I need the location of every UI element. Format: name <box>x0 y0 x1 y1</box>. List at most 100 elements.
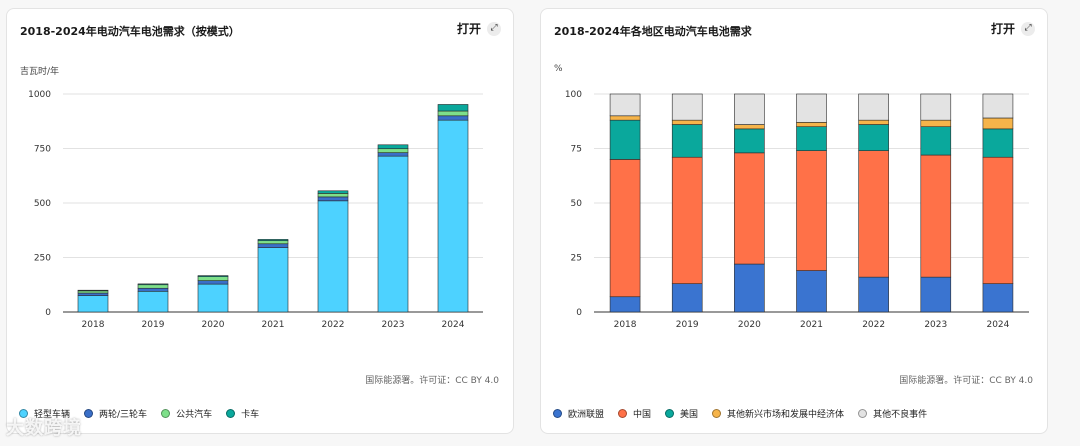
x-tick-label: 2019 <box>676 320 699 330</box>
bar-segment-2018-4[interactable] <box>609 93 641 117</box>
bar-segment-2018-3[interactable] <box>609 115 641 121</box>
bar-segment-2023-4[interactable] <box>920 93 952 121</box>
bar-segment-2019-4[interactable] <box>671 93 703 121</box>
bar-segment-2022-2[interactable] <box>858 124 889 151</box>
bar-segment-2024-0[interactable] <box>437 119 469 313</box>
legend-item[interactable]: 其他不良事件 <box>858 407 927 420</box>
open-button[interactable]: 打开 ⤢ <box>991 20 1035 37</box>
bar-segment-2023-3[interactable] <box>377 144 409 150</box>
bar-segment-2019-2[interactable] <box>137 284 169 289</box>
bar-segment-2023-2[interactable] <box>377 148 409 153</box>
legend-item[interactable]: 欧洲联盟 <box>553 407 604 420</box>
bar-segment-2022-1[interactable] <box>317 196 349 202</box>
source-credit: 国际能源署。许可证：CC BY 4.0 <box>365 376 499 386</box>
legend-item[interactable]: 轻型车辆 <box>19 407 70 420</box>
x-tick-label: 2019 <box>142 320 165 330</box>
bar-segment-2020-2[interactable] <box>197 276 229 281</box>
legend-label: 两轮/三轮车 <box>99 410 148 420</box>
legend-swatch <box>19 409 28 418</box>
bar-segment-2020-1[interactable] <box>197 280 229 285</box>
y-tick-label: 500 <box>34 199 51 209</box>
bar-segment-2019-1[interactable] <box>137 287 169 292</box>
bar-segment-2022-1[interactable] <box>858 150 889 278</box>
legend-item[interactable]: 其他新兴市场和发展中经济体 <box>712 407 844 420</box>
x-tick-label: 2022 <box>322 320 345 330</box>
legend-item[interactable]: 两轮/三轮车 <box>84 407 147 420</box>
bar-segment-2020-0[interactable] <box>197 283 229 313</box>
x-tick-label: 2018 <box>614 320 637 330</box>
expand-icon[interactable]: ⤢ <box>487 21 501 36</box>
bar-segment-2022-0[interactable] <box>858 276 889 313</box>
bar-segment-2020-4[interactable] <box>734 93 765 125</box>
bar-segment-2022-4[interactable] <box>858 93 889 121</box>
x-tick-label: 2020 <box>202 320 225 330</box>
legend-swatch <box>858 409 868 418</box>
bar-segment-2021-3[interactable] <box>796 122 827 127</box>
expand-icon[interactable]: ⤢ <box>1021 21 1035 36</box>
bar-segment-2019-0[interactable] <box>671 283 703 313</box>
bar-segment-2018-0[interactable] <box>77 295 109 313</box>
bar-segment-2021-4[interactable] <box>796 93 827 123</box>
bar-segment-2023-0[interactable] <box>920 276 952 313</box>
legend-item[interactable]: 中国 <box>618 407 651 420</box>
y-tick-label: 50 <box>571 199 583 209</box>
chart-card-by-region: 2018-2024年各地区电动汽车电池需求 打开 ⤢ % 0 25 50 75 100 2… <box>540 8 1048 434</box>
bar-segment-2020-0[interactable] <box>734 263 765 313</box>
bar-segment-2019-3[interactable] <box>671 119 703 125</box>
bar-segment-2024-2[interactable] <box>437 110 469 117</box>
bar-segment-2022-0[interactable] <box>317 200 349 313</box>
chart-legend: 欧洲联盟 中国 美国 其他新兴市场和发展中经济体 其他不良事件 <box>553 407 927 420</box>
bar-segment-2024-2[interactable] <box>982 128 1014 158</box>
x-tick-label: 2021 <box>800 320 823 330</box>
y-tick-label: 100 <box>565 90 582 100</box>
bar-segment-2019-2[interactable] <box>671 124 703 158</box>
bar-segment-2019-0[interactable] <box>137 290 169 313</box>
bar-segment-2023-1[interactable] <box>377 152 409 157</box>
bar-segment-2021-3[interactable] <box>257 239 289 242</box>
bar-segment-2018-2[interactable] <box>609 119 641 160</box>
bar-segment-2021-1[interactable] <box>796 150 827 271</box>
bar-segment-2018-2[interactable] <box>77 290 109 294</box>
bar-segment-2019-3[interactable] <box>137 283 169 286</box>
bar-segment-2024-3[interactable] <box>982 117 1014 130</box>
bar-segment-2021-0[interactable] <box>257 247 289 313</box>
bar-segment-2018-0[interactable] <box>609 296 641 313</box>
bar-segment-2024-0[interactable] <box>982 283 1014 313</box>
bar-segment-2019-1[interactable] <box>671 156 703 284</box>
bar-segment-2018-3[interactable] <box>77 289 109 292</box>
legend-item[interactable]: 美国 <box>665 407 698 420</box>
bar-segment-2021-2[interactable] <box>257 240 289 245</box>
bar-segment-2020-3[interactable] <box>197 275 229 277</box>
bar-segment-2023-2[interactable] <box>920 126 952 156</box>
y-tick-label: 250 <box>34 254 51 264</box>
bar-segment-2023-0[interactable] <box>377 155 409 313</box>
bar-segment-2021-2[interactable] <box>796 126 827 151</box>
bar-segment-2018-1[interactable] <box>609 159 641 298</box>
bar-segment-2023-3[interactable] <box>920 119 952 128</box>
bar-segment-2024-1[interactable] <box>982 156 1014 284</box>
y-tick-label: 75 <box>571 145 582 155</box>
bar-segment-2024-3[interactable] <box>437 104 469 112</box>
legend-swatch <box>553 409 562 418</box>
legend-swatch <box>161 409 171 418</box>
bar-segment-2022-3[interactable] <box>317 190 349 194</box>
bar-segment-2020-2[interactable] <box>734 128 765 154</box>
legend-item[interactable]: 卡车 <box>226 407 259 420</box>
bar-segment-2022-2[interactable] <box>317 193 349 198</box>
bar-segment-2021-0[interactable] <box>796 270 827 313</box>
bar-segment-2021-1[interactable] <box>257 243 289 248</box>
open-button[interactable]: 打开 ⤢ <box>457 20 501 37</box>
chart-legend: 轻型车辆 两轮/三轮车 公共汽车 卡车 <box>19 407 259 420</box>
chart-card-by-mode: 2018-2024年电动汽车电池需求（按模式） 打开 ⤢ 吉瓦时/年 0 250 5… <box>6 8 514 434</box>
bar-segment-2023-1[interactable] <box>920 154 952 278</box>
bar-segment-2020-3[interactable] <box>734 124 765 130</box>
bar-segment-2024-4[interactable] <box>982 93 1014 119</box>
legend-item[interactable]: 公共汽车 <box>161 407 212 420</box>
legend-label: 公共汽车 <box>176 410 213 420</box>
bar-segment-2022-3[interactable] <box>858 119 889 125</box>
y-tick-label: 0 <box>45 308 51 318</box>
x-tick-label: 2021 <box>262 320 285 330</box>
bar-segment-2024-1[interactable] <box>437 115 469 121</box>
bar-segment-2018-1[interactable] <box>77 292 109 296</box>
bar-segment-2020-1[interactable] <box>734 152 765 265</box>
